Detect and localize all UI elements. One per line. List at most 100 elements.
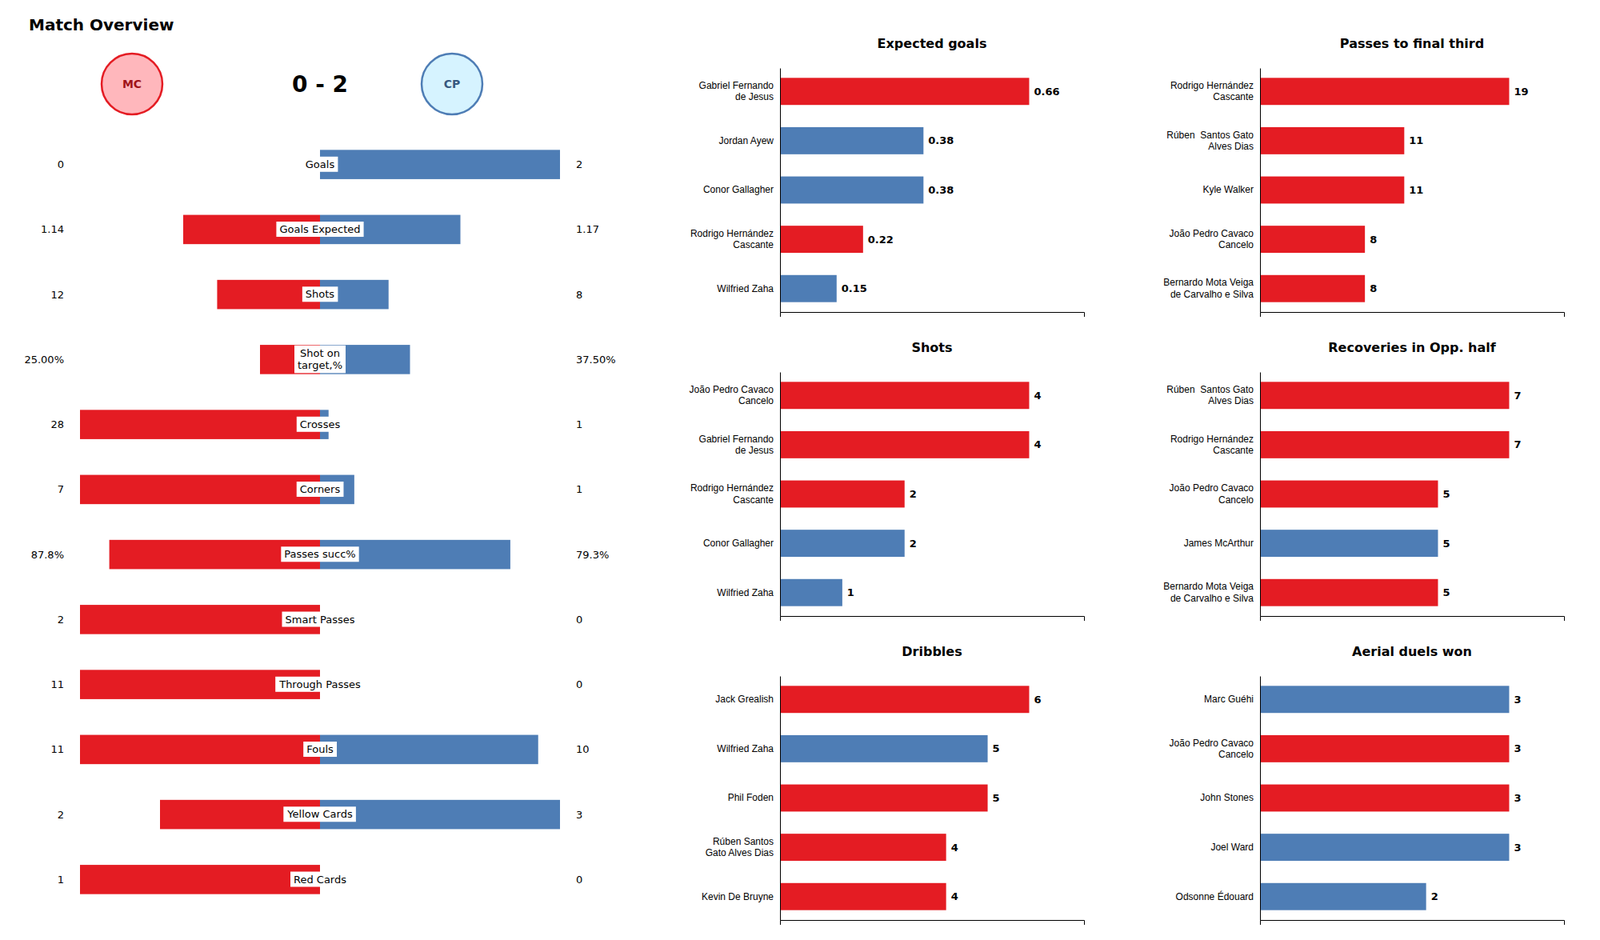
data-labels: 33332 [1431,693,1522,903]
text-line: Cascante [1212,444,1254,456]
bars [1260,77,1509,302]
bar [780,431,1029,459]
bar-chart: Passes to final third19111188Rodrigo Her… [1163,36,1564,317]
data-label: 1.17 [576,223,600,236]
tick: Bernardo Mota Veigade Carvalho e Silva [1163,276,1260,300]
bars [1260,685,1509,910]
label-background [275,676,364,692]
tick-label: Marc Guéhi [1204,693,1254,705]
text-line: Conor Gallagher [703,537,774,549]
data-label: 4 [951,841,959,854]
data-label: 2 [909,537,917,550]
text-line: Bernardo Mota Veiga [1163,276,1254,288]
data-labels: 65544 [951,693,1042,903]
data-label: 5 [1442,586,1450,599]
text-line: Alves Dias [1208,140,1254,152]
text-line: Fouls [306,743,334,756]
overview-labels: 02Goals1.141.17Goals Expected128Shots25.… [24,156,616,888]
bar [1260,176,1404,204]
axis-line [780,676,781,921]
chart-title: Expected goals [877,36,988,52]
tick-label: Kevin De Bruyne [701,891,774,903]
data-label: 4 [1033,389,1041,402]
bar [780,883,947,911]
label-background [296,416,344,432]
tick-label: Bernardo Mota Veigade Carvalho e Silva [1163,276,1254,300]
data-label: 2 [909,488,917,500]
y-axis: Gabriel Fernandode Jesus Jordan Ayew Conor… [690,68,781,313]
data-label: 5 [1442,537,1450,550]
data-label: 0.38 [928,184,954,196]
category-label: Goals [305,158,336,171]
y-axis: Rodrigo HernándezCascante Rúben Santos Ga… [1163,68,1260,313]
tick-label: Gabriel Fernandode Jesus [699,80,775,103]
tick: Gabriel Fernandode Jesus [699,80,780,103]
label-background [296,481,344,497]
bar [1260,883,1427,911]
data-label: 5 [992,792,1000,804]
text-line: Shot on [300,347,340,360]
label-background [283,806,356,822]
data-label: 0.15 [841,282,868,295]
tick-label: Conor Gallagher [703,184,774,196]
tick: Rodrigo HernándezCascante [690,228,780,251]
label-background [280,546,359,562]
category-label: Red Cards [290,872,350,888]
data-label: 0 [576,613,583,626]
text-line: Shots [305,288,336,300]
data-label: 1.14 [40,223,64,236]
tick: Rodrigo HernándezCascante [1170,80,1260,103]
text-line: João Pedro Cavaco [1169,482,1255,494]
data-label: 2 [576,158,583,171]
bar [1260,77,1509,105]
tick-label: Jordan Ayew [719,135,775,147]
category-label: Shot ontarget,% [294,345,346,374]
x-axis [1260,616,1565,622]
tick: Rúben Santos GatoAlves Dias [1166,129,1260,152]
bar [780,685,1029,713]
data-label: 12 [50,288,64,301]
bars [780,77,1029,302]
team-badge: MC [101,53,163,115]
chart-title: Recoveries in Opp. half [1328,340,1497,356]
text-line: Crosses [300,418,341,431]
tick: João Pedro CavacoCancelo [1169,737,1260,760]
text-line: Wilfried Zaha [716,283,774,295]
tick: Rodrigo HernándezCascante [690,482,780,505]
bar-chart: Aerial duels won33332Marc GuéhiJoão Pedr… [1169,644,1565,925]
tick-label: Rodrigo HernándezCascante [690,228,774,251]
data-label: 3 [576,808,583,821]
data-label: 7 [57,483,64,496]
data-label: 87.8% [31,548,64,561]
text-line: Wilfried Zaha [716,743,774,755]
chart-title: Shots [911,340,952,356]
text-line: Cascante [732,494,774,506]
text-line: target,% [297,359,343,372]
data-label: 1 [576,418,583,431]
bar [80,475,320,505]
text-line: Cascante [732,239,774,251]
tick: Kevin De Bruyne [701,891,780,903]
text-line: Gato Alves Dias [705,847,774,859]
bar [320,149,560,180]
text-line: Smart Passes [285,613,356,626]
tick-label: Rúben Santos GatoAlves Dias [1166,129,1254,152]
tick: Marc Guéhi [1204,693,1260,705]
label-background [303,741,337,757]
data-label: 3 [1513,742,1521,755]
bars [1260,381,1509,606]
text-line: John Stones [1200,792,1254,804]
category-label: Crosses [300,418,341,431]
text-line: Rúben Santos Gato [1166,384,1254,396]
category-label: Through Passes [275,676,364,692]
tick-label: Rodrigo HernándezCascante [1170,80,1254,103]
data-label: 1 [576,483,583,496]
axis-line [1260,920,1565,926]
team-badge-circle [101,53,163,115]
bar [780,275,837,303]
data-label: 3 [1513,792,1521,804]
category-label: Red Cards [293,873,347,886]
category-label: Corners [300,483,341,496]
tick-label: Bernardo Mota Veigade Carvalho e Silva [1163,580,1254,604]
data-label: 1 [57,873,64,886]
